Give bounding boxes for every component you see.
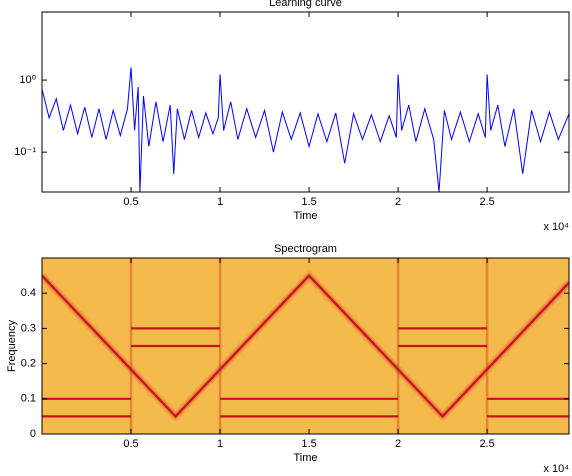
plot-area <box>42 258 569 434</box>
y-tick-label: 0.4 <box>21 287 36 299</box>
y-axis-label: Frequency <box>6 320 18 372</box>
y-tick-label: 10⁻¹ <box>14 146 36 158</box>
y-tick-label: 0.1 <box>21 393 36 405</box>
y-tick-label: 0.2 <box>21 358 36 370</box>
x-multiplier: x 10⁴ <box>543 221 569 233</box>
chart-title: Spectrogram <box>274 243 337 255</box>
x-tick-label: 2 <box>395 196 401 208</box>
x-tick-label: 0.5 <box>123 196 138 208</box>
y-tick-label: 0 <box>30 428 36 440</box>
x-axis-label: Time <box>293 210 317 222</box>
learning-curve <box>42 67 569 192</box>
x-tick-label: 1 <box>217 438 223 450</box>
x-tick-label: 1.5 <box>301 196 316 208</box>
x-tick-label: 0.5 <box>123 438 138 450</box>
ridge <box>42 274 569 419</box>
y-tick-label: 0.3 <box>21 322 36 334</box>
x-multiplier: x 10⁴ <box>543 463 569 475</box>
axes-frame <box>41 257 570 435</box>
y-tick-label: 10⁰ <box>19 74 36 86</box>
chart-title: Learning curve <box>269 0 342 9</box>
axes-frame <box>41 11 570 193</box>
plot-area <box>42 67 569 192</box>
x-tick-label: 1.5 <box>301 438 316 450</box>
x-tick-label: 2 <box>395 438 401 450</box>
x-tick-label: 1 <box>217 196 223 208</box>
x-tick-label: 2.5 <box>479 196 494 208</box>
x-tick-label: 2.5 <box>479 438 494 450</box>
x-axis-label: Time <box>293 452 317 464</box>
spectrogram-background <box>42 258 569 434</box>
